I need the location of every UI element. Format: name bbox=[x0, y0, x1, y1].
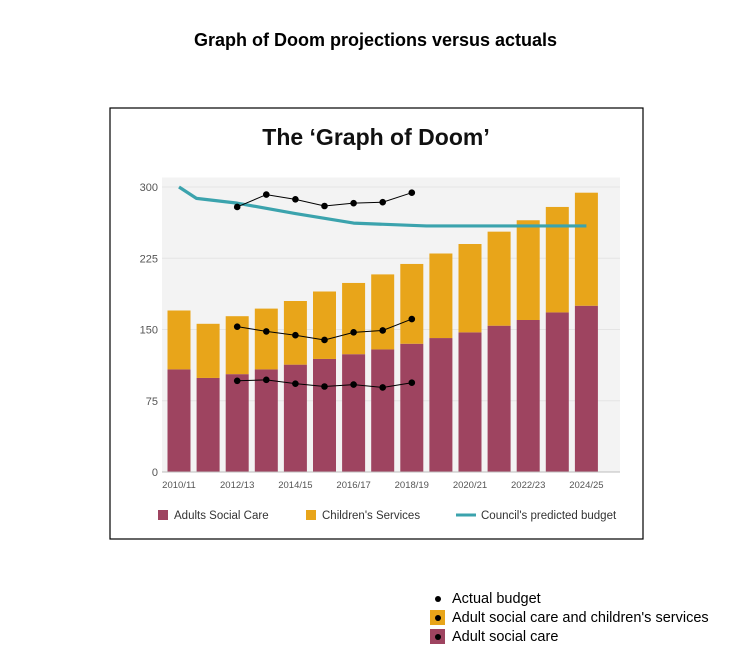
bar-childrens-services bbox=[574, 192, 598, 306]
actual-point bbox=[321, 202, 328, 210]
bar-adults-social-care bbox=[400, 343, 424, 472]
bar-childrens-services bbox=[342, 282, 366, 355]
x-tick-label: 2010/11 bbox=[162, 480, 196, 491]
bar-adults-social-care bbox=[313, 358, 336, 472]
bar-childrens-services bbox=[458, 244, 482, 333]
bar-childrens-services bbox=[167, 310, 191, 370]
bar-adults-social-care bbox=[574, 305, 598, 472]
bar-adults-social-care bbox=[545, 312, 569, 472]
legend-swatch bbox=[158, 510, 168, 520]
actual-series bbox=[233, 189, 416, 391]
bar-childrens-services bbox=[196, 323, 220, 378]
legend-label: Adults Social Care bbox=[174, 510, 269, 522]
x-tick-label: 2022/23 bbox=[511, 480, 545, 491]
bar-childrens-services bbox=[371, 274, 395, 350]
actual-point bbox=[263, 191, 270, 198]
predicted-budget-path bbox=[178, 185, 587, 228]
dot-marker-icon bbox=[434, 633, 441, 640]
outer-legend: Actual budget Adult social care and chil… bbox=[430, 589, 709, 646]
actual-point bbox=[379, 384, 387, 391]
outer-legend-item: Adult social care and children's service… bbox=[430, 608, 709, 627]
inner-legend: Adults Social Care Children's Services Cou… bbox=[158, 510, 617, 522]
actual-point bbox=[292, 380, 299, 387]
actual-point bbox=[379, 327, 387, 334]
bar-childrens-services bbox=[429, 253, 453, 339]
legend-swatch bbox=[306, 510, 316, 520]
bar-childrens-services bbox=[545, 206, 569, 313]
legend-swatch bbox=[430, 610, 445, 625]
actual-point bbox=[408, 189, 416, 196]
actual-point bbox=[292, 331, 299, 339]
actual-point bbox=[408, 379, 416, 387]
outer-legend-item: Actual budget bbox=[430, 589, 709, 608]
x-tick-label: 2018/19 bbox=[395, 480, 429, 491]
legend-label: Children's Services bbox=[322, 510, 420, 522]
actual-point bbox=[292, 196, 299, 203]
dot-marker-icon bbox=[434, 614, 441, 621]
actual-point bbox=[321, 336, 328, 344]
actual-point bbox=[379, 198, 387, 206]
bar-adults-social-care bbox=[342, 354, 366, 472]
y-tick-label: 0 bbox=[152, 467, 158, 479]
x-tick-label: 2012/13 bbox=[220, 480, 254, 491]
actual-point bbox=[233, 377, 241, 385]
y-tick-label: 150 bbox=[140, 325, 158, 337]
bar-childrens-services bbox=[254, 308, 278, 370]
page-title: Graph of Doom projections versus actuals bbox=[193, 30, 558, 50]
y-tick-label: 300 bbox=[140, 182, 158, 194]
actual-point bbox=[350, 381, 357, 388]
bar-adults-social-care bbox=[458, 332, 482, 472]
actual-point bbox=[263, 376, 270, 384]
x-tick-label: 2024/25 bbox=[569, 480, 603, 491]
bars bbox=[167, 192, 598, 472]
actual-point bbox=[408, 315, 416, 323]
y-tick-label: 225 bbox=[140, 253, 158, 265]
bar-adults-social-care bbox=[225, 374, 249, 472]
bar-childrens-services bbox=[313, 291, 336, 359]
bar-adults-social-care bbox=[487, 325, 511, 472]
x-tick-label: 2020/21 bbox=[453, 480, 487, 491]
y-tick-label: 75 bbox=[146, 396, 158, 408]
actual-point bbox=[350, 199, 357, 207]
outer-legend-label: Adult social care and children's service… bbox=[452, 609, 709, 626]
bar-adults-social-care bbox=[196, 377, 220, 472]
bar-adults-social-care bbox=[254, 369, 278, 472]
predicted-budget-line bbox=[178, 185, 587, 228]
dot-marker-icon bbox=[434, 595, 441, 602]
legend-swatch bbox=[430, 591, 445, 606]
actual-point bbox=[263, 328, 270, 335]
actual-point bbox=[233, 203, 241, 211]
outer-legend-item: Adult social care bbox=[430, 627, 709, 646]
x-tick-label: 2016/17 bbox=[336, 480, 370, 491]
chart-title: The ‘Graph of Doom’ bbox=[262, 124, 489, 150]
actual-point bbox=[321, 383, 328, 390]
bar-adults-social-care bbox=[371, 349, 395, 472]
bar-childrens-services bbox=[487, 231, 511, 326]
actual-point bbox=[233, 323, 241, 330]
outer-legend-label: Adult social care bbox=[452, 628, 559, 645]
bar-adults-social-care bbox=[283, 364, 307, 472]
outer-legend-label: Actual budget bbox=[452, 590, 541, 607]
bar-adults-social-care bbox=[516, 320, 540, 472]
bar-childrens-services bbox=[225, 316, 249, 375]
bar-adults-social-care bbox=[167, 369, 191, 472]
bar-childrens-services bbox=[400, 263, 424, 344]
actual-point bbox=[350, 329, 357, 336]
x-axis: 2010/11 2012/13 2014/15 2016/17 2018/19 2020/… bbox=[162, 471, 620, 491]
bar-adults-social-care bbox=[429, 338, 453, 472]
bar-childrens-services bbox=[516, 220, 540, 320]
legend-swatch bbox=[430, 629, 445, 644]
x-tick-label: 2014/15 bbox=[278, 480, 312, 491]
legend-label: Council's predicted budget bbox=[481, 510, 617, 522]
